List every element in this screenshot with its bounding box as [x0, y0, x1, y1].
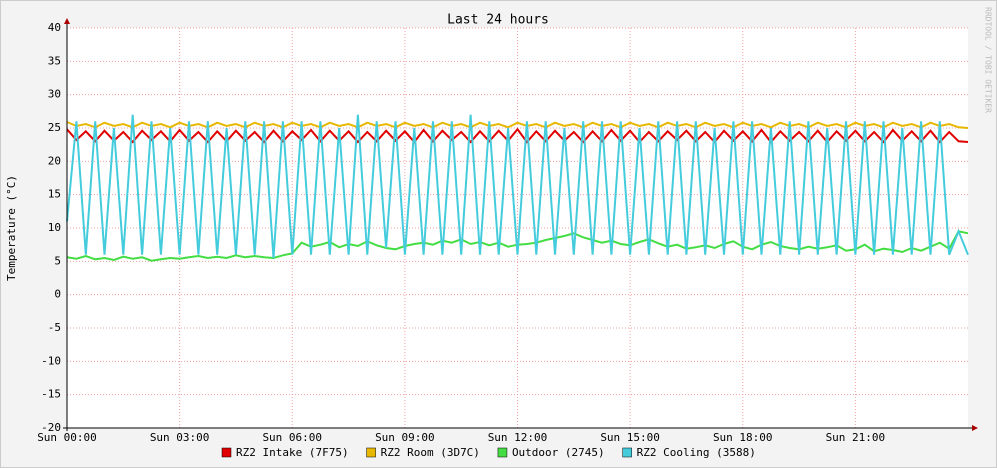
y-tick-label: 15 — [48, 188, 61, 201]
y-tick-label: 0 — [54, 288, 61, 301]
series-line — [66, 121, 969, 129]
y-tick-label: 10 — [48, 221, 61, 234]
legend-swatch — [366, 447, 376, 458]
grid — [66, 27, 968, 429]
x-tick-label: Sun 00:00 — [37, 431, 97, 444]
y-tick-label: 25 — [48, 121, 61, 134]
y-tick-label: -15 — [41, 388, 61, 401]
y-tick-label: 20 — [48, 154, 61, 167]
watermark: RRDTOOL / TOBI OETIKER — [984, 7, 993, 113]
x-tick-label: Sun 12:00 — [488, 431, 548, 444]
legend-label: Outdoor (2745) — [512, 446, 605, 459]
series-line — [66, 114, 969, 259]
y-tick-label: -20 — [41, 421, 61, 434]
y-tick-label: -5 — [48, 321, 61, 334]
legend: RZ2 Intake (7F75) RZ2 Room (3D7C) Outdoor … — [221, 446, 756, 459]
x-tick-label: Sun 06:00 — [262, 431, 322, 444]
y-axis-label: Temperature (°C) — [5, 175, 18, 281]
chart-title: Last 24 hours — [447, 13, 549, 28]
x-tick-label: Sun 18:00 — [713, 431, 773, 444]
legend-label: RZ2 Room (3D7C) — [381, 446, 480, 459]
x-tick-label: Sun 21:00 — [826, 431, 886, 444]
legend-swatch — [622, 447, 632, 458]
y-tick-label: -10 — [41, 354, 61, 367]
legend-swatch — [497, 447, 508, 458]
legend-swatch — [221, 447, 232, 458]
axes: -20 -15 -10 -5 0 5 10 15 20 25 30 35 40 Sun 00:00 Sun … — [37, 18, 978, 444]
y-tick-label: 5 — [54, 254, 61, 267]
legend-label: RZ2 Intake (7F75) — [236, 446, 349, 459]
x-arrow — [972, 425, 978, 431]
y-tick-label: 35 — [48, 54, 61, 67]
y-arrow — [64, 18, 70, 24]
x-tick-label: Sun 03:00 — [150, 431, 210, 444]
lines — [66, 114, 969, 262]
y-tick-label: 40 — [48, 21, 61, 34]
legend-label: RZ2 Cooling (3588) — [637, 446, 756, 459]
x-tick-label: Sun 15:00 — [600, 431, 660, 444]
series-line — [66, 127, 969, 144]
y-tick-label: 30 — [48, 88, 61, 101]
x-tick-label: Sun 09:00 — [375, 431, 435, 444]
